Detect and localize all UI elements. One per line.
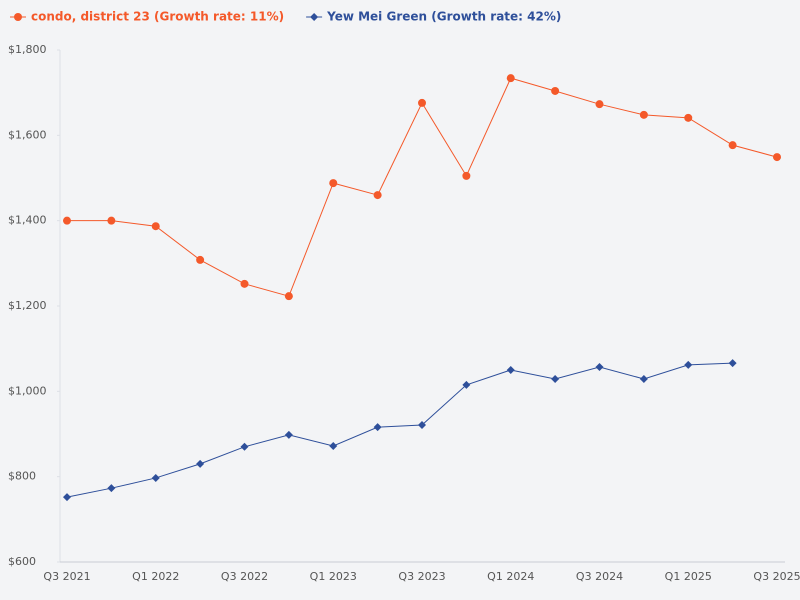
x-tick-label: Q1 2023 <box>310 570 357 583</box>
legend-marker <box>14 13 22 21</box>
y-tick-label: $800 <box>8 470 36 483</box>
series-line <box>66 362 733 498</box>
point <box>63 493 71 502</box>
point <box>506 366 515 374</box>
x-tick-label: Q3 2021 <box>43 570 90 583</box>
point <box>684 113 693 122</box>
point <box>639 374 648 383</box>
point <box>728 141 737 150</box>
point <box>639 110 648 119</box>
point <box>684 360 693 369</box>
point <box>284 292 293 301</box>
point <box>196 255 205 264</box>
x-tick-label: Q3 2023 <box>398 570 445 583</box>
point <box>773 153 781 162</box>
point <box>551 374 560 383</box>
x-tick-label: Q1 2024 <box>487 570 534 583</box>
point <box>329 441 338 450</box>
point <box>329 179 338 188</box>
y-tick-label: $1,600 <box>8 128 47 141</box>
point <box>151 473 160 482</box>
point <box>151 222 160 231</box>
point <box>462 380 471 389</box>
point <box>373 423 382 432</box>
y-tick-label: $1,800 <box>8 43 47 56</box>
point <box>196 459 205 468</box>
x-tick-label: Q3 2025 <box>753 570 800 583</box>
point <box>240 442 249 451</box>
point <box>506 74 515 83</box>
legend-label: Yew Mei Green (Growth rate: 42%) <box>326 10 561 24</box>
point <box>595 363 604 372</box>
x-tick-label: Q1 2022 <box>132 570 179 583</box>
legend-marker <box>310 13 319 21</box>
point <box>728 359 737 368</box>
y-tick-label: $1,000 <box>8 384 47 397</box>
x-tick-label: Q3 2022 <box>221 570 268 583</box>
point <box>418 98 426 107</box>
point <box>284 430 293 439</box>
point <box>373 191 382 200</box>
point <box>63 216 71 225</box>
point <box>107 484 116 493</box>
point <box>595 100 604 109</box>
point <box>240 279 249 288</box>
point <box>418 421 426 430</box>
point <box>462 171 471 180</box>
point <box>107 216 116 225</box>
y-tick-label: $1,200 <box>8 299 47 312</box>
x-tick-label: Q3 2024 <box>576 570 623 583</box>
legend-label: condo, district 23 (Growth rate: 11%) <box>31 10 284 24</box>
y-tick-label: $600 <box>8 555 36 568</box>
y-tick-label: $1,400 <box>8 214 47 227</box>
point <box>551 86 560 95</box>
x-tick-label: Q1 2025 <box>665 570 712 583</box>
series-line <box>67 77 778 297</box>
